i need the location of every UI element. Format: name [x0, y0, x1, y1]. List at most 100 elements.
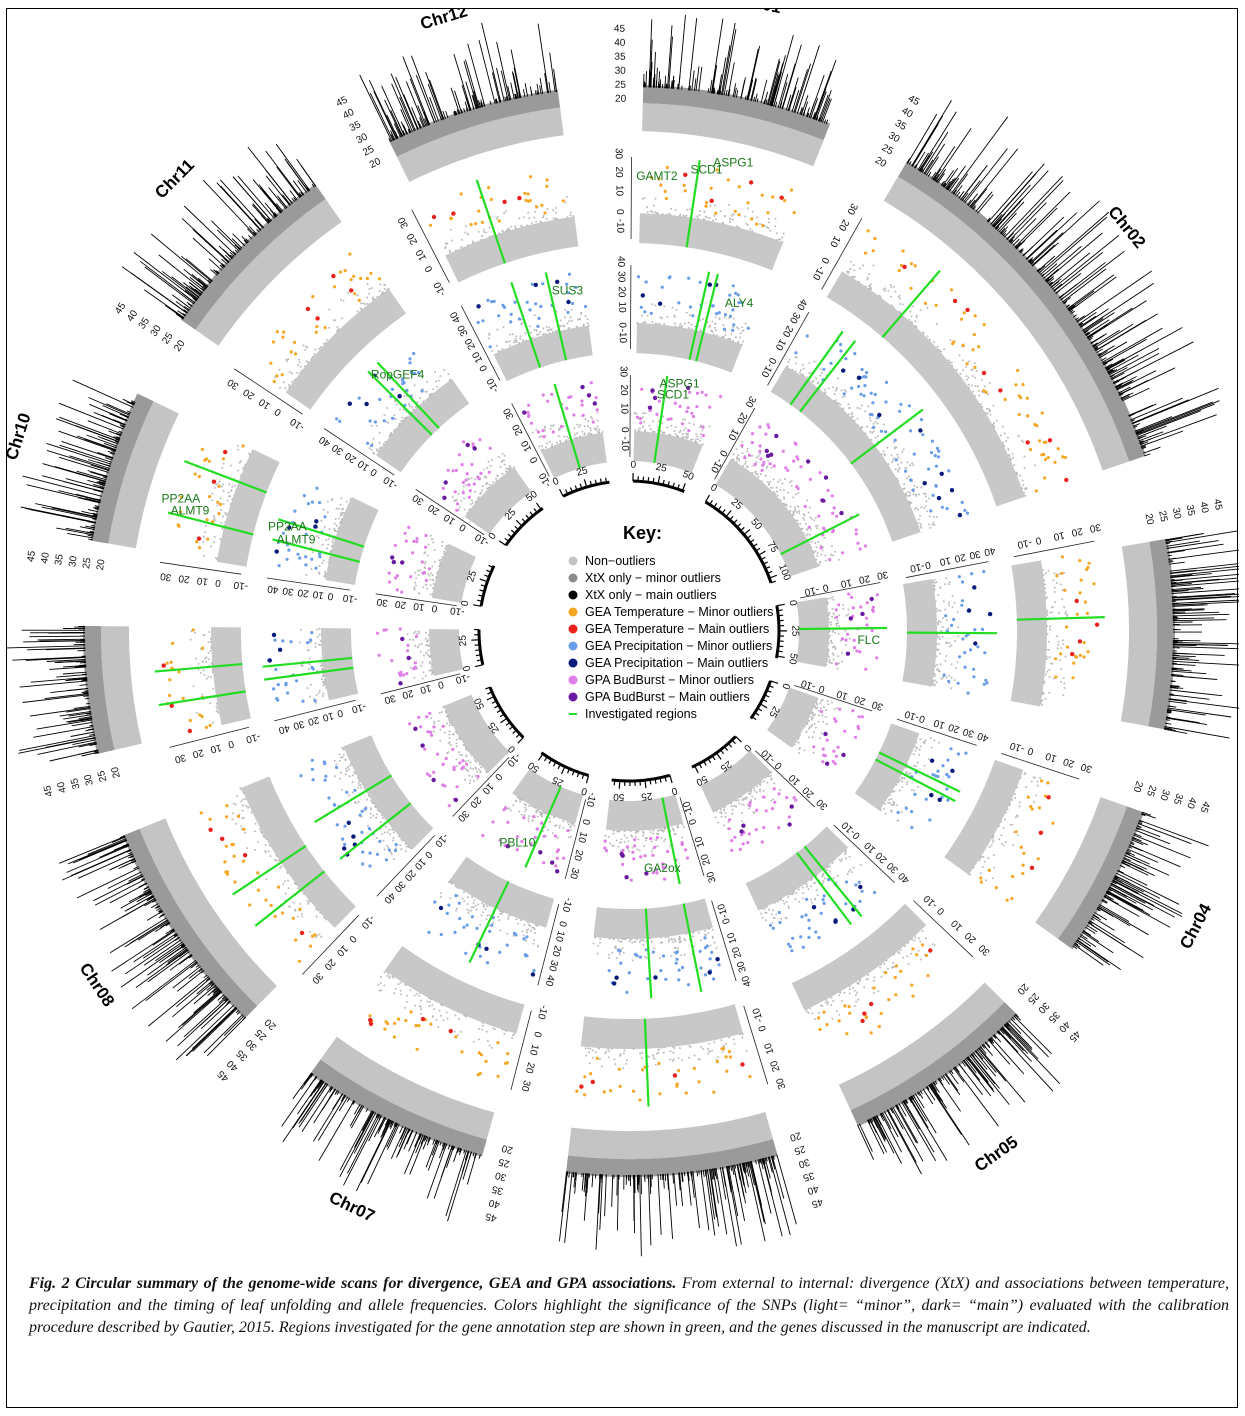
- gpa-dot-Chr01: [700, 433, 702, 436]
- xtx-peak-Chr01: [712, 87, 715, 94]
- prec-dot-Chr02: [920, 526, 923, 529]
- prec-dot-Chr07: [475, 908, 478, 911]
- xtx-peak-Chr02: [1039, 216, 1108, 276]
- prec-dot-Chr08: [365, 805, 368, 808]
- prec-minor-Chr02: [884, 430, 888, 434]
- temp-main-Chr05: [928, 948, 933, 953]
- temp-dot-Chr10: [230, 464, 233, 467]
- xtx-peak-Chr02: [967, 193, 979, 206]
- gpa-dot-Chr02: [779, 489, 782, 491]
- temp-dot-Chr01: [759, 223, 761, 225]
- temp-dot-Chr03: [1045, 657, 1048, 660]
- temp-dot-Chr01: [769, 229, 772, 232]
- prec-dot-Chr05: [849, 868, 851, 871]
- prec-dot-Chr08: [393, 831, 395, 834]
- prec-dot-Chr07: [507, 917, 510, 920]
- gpa-dot-Chr09: [425, 631, 427, 634]
- prec-main-Chr08: [346, 820, 351, 825]
- prec-minor-Chr11: [408, 361, 412, 365]
- temp-dot-Chr02: [1017, 434, 1020, 437]
- prec-dot-Chr02: [847, 403, 850, 406]
- prec-dot-Chr03: [957, 635, 960, 638]
- prec-minor-Chr05: [814, 930, 818, 934]
- temp-dot-Chr08: [286, 871, 289, 874]
- temp-main-Chr12: [451, 211, 456, 216]
- prec-minor-Chr04: [910, 810, 914, 814]
- gpa-dot-Chr04: [812, 751, 815, 754]
- xtx-peak-Chr01: [819, 90, 832, 122]
- temp-dot-Chr06: [741, 1036, 744, 1039]
- gpa-dot-Chr05: [779, 789, 781, 791]
- temp-minor-Chr01: [771, 195, 775, 199]
- prec-minor-Chr09: [273, 638, 277, 642]
- prec-dot-Chr02: [808, 372, 811, 375]
- prec-dot-Chr09: [316, 628, 318, 631]
- prec-dot-Chr03: [944, 608, 947, 611]
- gpa-dot-Chr03: [837, 655, 840, 658]
- prec-dot-Chr07: [448, 881, 451, 884]
- prec-dot-Chr05: [801, 886, 804, 889]
- temp-dot-Chr01: [732, 213, 735, 215]
- gpa-dot-Chr07: [528, 815, 530, 818]
- prec-dot-Chr03: [932, 580, 934, 583]
- temp-dot-Chr01: [746, 223, 749, 226]
- temp-minor-Chr08: [291, 916, 295, 920]
- prec-dot-Chr02: [919, 523, 922, 526]
- gpa-minor-Chr03: [835, 615, 839, 619]
- temp-minor-Chr06: [575, 1089, 579, 1093]
- gpa-dot-Chr02: [770, 486, 773, 489]
- gpa-dot-Chr04: [805, 722, 808, 725]
- prec-dot-Chr02: [892, 459, 895, 462]
- gpa-dot-Chr08: [439, 739, 442, 742]
- temp-dot-Chr06: [725, 1042, 727, 1045]
- temp-dot-Chr05: [880, 963, 883, 966]
- temp-dot-Chr03: [1045, 648, 1048, 651]
- temp-dot-Chr08: [262, 834, 265, 837]
- gpa-dot-Chr03: [834, 631, 837, 634]
- xtx-peak-Chr02: [1031, 244, 1056, 266]
- gpa-minor-Chr06: [653, 845, 657, 849]
- gpa-dot-Chr06: [616, 830, 619, 833]
- prec-minor-Chr03: [972, 675, 976, 679]
- gpa-dot-Chr02: [768, 483, 770, 486]
- temp-dot-Chr05: [852, 987, 855, 989]
- prec-minor-Chr08: [367, 827, 371, 831]
- temp-dot-Chr06: [584, 1047, 587, 1050]
- temp-dot-Chr04: [991, 877, 994, 880]
- gpa-main-Chr08: [413, 726, 418, 731]
- temp-dot-Chr04: [969, 873, 971, 876]
- gpa-minor-Chr04: [819, 709, 824, 714]
- prec-dot-Chr08: [342, 753, 345, 756]
- temp-dot-Chr03: [1053, 591, 1056, 593]
- prec-dot-Chr02: [791, 368, 794, 371]
- prec-minor-Chr05: [800, 915, 804, 919]
- temp-dot-Chr02: [971, 368, 974, 371]
- prec-minor-Chr02: [934, 464, 939, 468]
- prec-minor-Chr01: [731, 328, 735, 332]
- gpa-minor-Chr02: [795, 455, 799, 459]
- prec-dot-Chr02: [893, 457, 896, 460]
- gpa-minor-Chr01: [657, 399, 661, 403]
- gpa-dot-Chr02: [806, 529, 809, 531]
- prec-dot-Chr07: [533, 939, 536, 941]
- prec-minor-Chr02: [909, 478, 913, 482]
- prec-minor-Chr06: [703, 936, 707, 940]
- prec-dot-Chr08: [400, 848, 403, 851]
- temp-dot-Chr11: [314, 348, 317, 351]
- gpa-minor-Chr02: [799, 465, 803, 469]
- prec-dot-Chr06: [636, 938, 638, 941]
- prec-dot-Chr11: [387, 421, 390, 424]
- xtx-peak-Chr01: [753, 96, 756, 102]
- gpa-dot-Chr07: [525, 808, 528, 811]
- prec-dot-Chr08: [374, 805, 377, 807]
- xtx-peak-Chr02: [945, 181, 951, 189]
- temp-dot-Chr07: [439, 1014, 442, 1017]
- temp-minor-Chr10: [217, 512, 221, 516]
- xtx-peak-Chr02: [1116, 381, 1132, 390]
- prec-minor-Chr08: [310, 758, 314, 762]
- temp-minor-Chr04: [979, 880, 983, 884]
- temp-minor-Chr06: [595, 1056, 599, 1060]
- prec-dot-Chr02: [912, 493, 915, 496]
- prec-main-Chr02: [841, 368, 846, 373]
- gpa-dot-Chr10: [443, 550, 446, 553]
